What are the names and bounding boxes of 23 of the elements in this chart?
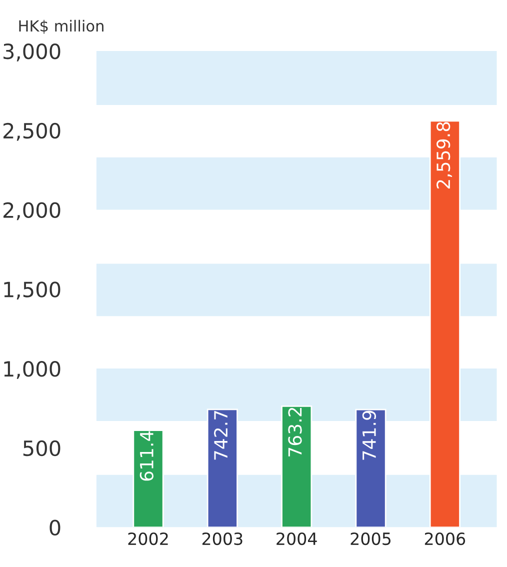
data-label: 742.7 (214, 410, 228, 460)
bar (132, 430, 164, 528)
x-tick-label: 2006 (424, 532, 466, 546)
y-tick-label: 3,000 (4, 43, 60, 62)
y-tick-label: 2,500 (3, 122, 60, 141)
y-tick-label: 2,000 (3, 202, 60, 220)
y-tick-label: 1,500 (4, 282, 60, 300)
x-tick-label: 2002 (128, 532, 168, 546)
bar (429, 120, 460, 528)
bar (206, 408, 238, 528)
x-tick-label: 2005 (350, 532, 391, 546)
y-tick-label: 1,000 (4, 361, 60, 379)
y-axis-title: HK$ million (19, 20, 104, 34)
bar (355, 408, 386, 528)
x-tick-label: 2004 (276, 532, 317, 546)
y-tick-label: 0 (50, 520, 60, 536)
bar (281, 405, 312, 528)
x-tick-label: 2003 (202, 532, 242, 546)
data-label: 763.2 (288, 408, 302, 456)
data-label: 741.9 (362, 410, 376, 460)
data-label: 611.4 (140, 431, 154, 481)
data-label: 2,559.8 (436, 122, 452, 189)
y-tick-label: 500 (23, 440, 60, 456)
